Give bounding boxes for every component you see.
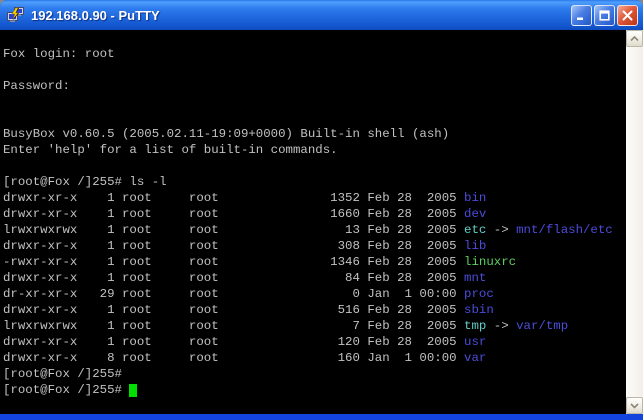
terminal-text-segment: usr (464, 335, 487, 349)
terminal-line (3, 94, 626, 110)
terminal-line: drwxr-xr-x 1 root root 1352 Feb 28 2005 … (3, 190, 626, 206)
titlebar[interactable]: 192.168.0.90 - PuTTY (0, 0, 643, 30)
terminal-text-segment: dev (464, 207, 487, 221)
terminal-text-segment: etc (464, 223, 487, 237)
terminal-text-segment: linuxrc (464, 255, 517, 269)
scrollbar-thumb[interactable] (626, 47, 643, 397)
terminal-line: drwxr-xr-x 1 root root 516 Feb 28 2005 s… (3, 302, 626, 318)
scroll-down-button[interactable] (626, 397, 643, 414)
terminal-text-segment: lrwxrwxrwx 1 root root 7 Feb 28 2005 (3, 319, 465, 333)
terminal-text-segment: drwxr-xr-x 1 root root 308 Feb 28 2005 (3, 239, 465, 253)
terminal-text-segment: mnt (464, 271, 487, 285)
terminal-screen[interactable]: Fox login: root Password: BusyBox v0.60.5 … (0, 30, 626, 414)
terminal-line: [root@Fox /]255# (3, 382, 626, 398)
scroll-up-button[interactable] (626, 30, 643, 47)
terminal-text-segment: dr-xr-xr-x 29 root root 0 Jan 1 00:00 (3, 287, 465, 301)
terminal-text-segment: Enter 'help' for a list of built-in comm… (3, 143, 338, 157)
terminal-text-segment: var (464, 351, 487, 365)
terminal-line: dr-xr-xr-x 29 root root 0 Jan 1 00:00 pr… (3, 286, 626, 302)
window-title: 192.168.0.90 - PuTTY (31, 7, 160, 23)
terminal-line: drwxr-xr-x 1 root root 120 Feb 28 2005 u… (3, 334, 626, 350)
terminal-text-segment: Password: (3, 79, 70, 93)
terminal-line: drwxr-xr-x 1 root root 1660 Feb 28 2005 … (3, 206, 626, 222)
close-button[interactable] (617, 4, 638, 26)
terminal-text-segment: drwxr-xr-x 1 root root 516 Feb 28 2005 (3, 303, 465, 317)
terminal-line (3, 158, 626, 174)
terminal-text-segment: bin (464, 191, 487, 205)
terminal-text-segment: lib (464, 239, 487, 253)
terminal-text-segment: drwxr-xr-x 8 root root 160 Jan 1 00:00 (3, 351, 465, 365)
window-controls (571, 4, 638, 26)
terminal-line: lrwxrwxrwx 1 root root 7 Feb 28 2005 tmp… (3, 318, 626, 334)
terminal-text-segment: proc (464, 287, 494, 301)
terminal-text-segment: -> (486, 319, 517, 333)
minimize-button[interactable] (571, 4, 592, 26)
terminal-text-segment: sbin (464, 303, 494, 317)
terminal-text-segment: drwxr-xr-x 1 root root 1352 Feb 28 2005 (3, 191, 465, 205)
terminal-text-segment: mnt/flash/etc (516, 223, 613, 237)
terminal-cursor (129, 384, 138, 397)
terminal-text-segment: Fox login: root (3, 47, 115, 61)
maximize-button[interactable] (594, 4, 615, 26)
terminal-line: Fox login: root (3, 46, 626, 62)
terminal-line: -rwxr-xr-x 1 root root 1346 Feb 28 2005 … (3, 254, 626, 270)
terminal-line: BusyBox v0.60.5 (2005.02.11-19:09+0000) … (3, 126, 626, 142)
terminal-text-segment: [root@Fox /]255# ls -l (3, 175, 167, 189)
terminal-text-segment: [root@Fox /]255# (3, 367, 122, 381)
terminal-text-segment: drwxr-xr-x 1 root root 84 Feb 28 2005 (3, 271, 465, 285)
terminal-text-segment: -> (486, 223, 517, 237)
terminal-line: [root@Fox /]255# ls -l (3, 174, 626, 190)
terminal-text-segment: tmp (464, 319, 487, 333)
terminal-line: Enter 'help' for a list of built-in comm… (3, 142, 626, 158)
terminal-text-segment: drwxr-xr-x 1 root root 120 Feb 28 2005 (3, 335, 465, 349)
terminal-line: drwxr-xr-x 8 root root 160 Jan 1 00:00 v… (3, 350, 626, 366)
window-body: Fox login: root Password: BusyBox v0.60.5 … (0, 30, 643, 414)
terminal-line: lrwxrwxrwx 1 root root 13 Feb 28 2005 et… (3, 222, 626, 238)
terminal-line: drwxr-xr-x 1 root root 84 Feb 28 2005 mn… (3, 270, 626, 286)
terminal-line: Password: (3, 78, 626, 94)
terminal-text-segment: var/tmp (516, 319, 569, 333)
scrollbar[interactable] (626, 30, 643, 414)
terminal-text-segment: drwxr-xr-x 1 root root 1660 Feb 28 2005 (3, 207, 465, 221)
putty-icon[interactable] (7, 7, 25, 23)
terminal-line (3, 62, 626, 78)
terminal-text-segment: lrwxrwxrwx 1 root root 13 Feb 28 2005 (3, 223, 465, 237)
terminal-line: [root@Fox /]255# (3, 366, 626, 382)
terminal-text-segment: [root@Fox /]255# (3, 383, 130, 397)
terminal-text-segment: BusyBox v0.60.5 (2005.02.11-19:09+0000) … (3, 127, 450, 141)
terminal-text-segment: -rwxr-xr-x 1 root root 1346 Feb 28 2005 (3, 255, 465, 269)
terminal-line: drwxr-xr-x 1 root root 308 Feb 28 2005 l… (3, 238, 626, 254)
terminal-line (3, 110, 626, 126)
